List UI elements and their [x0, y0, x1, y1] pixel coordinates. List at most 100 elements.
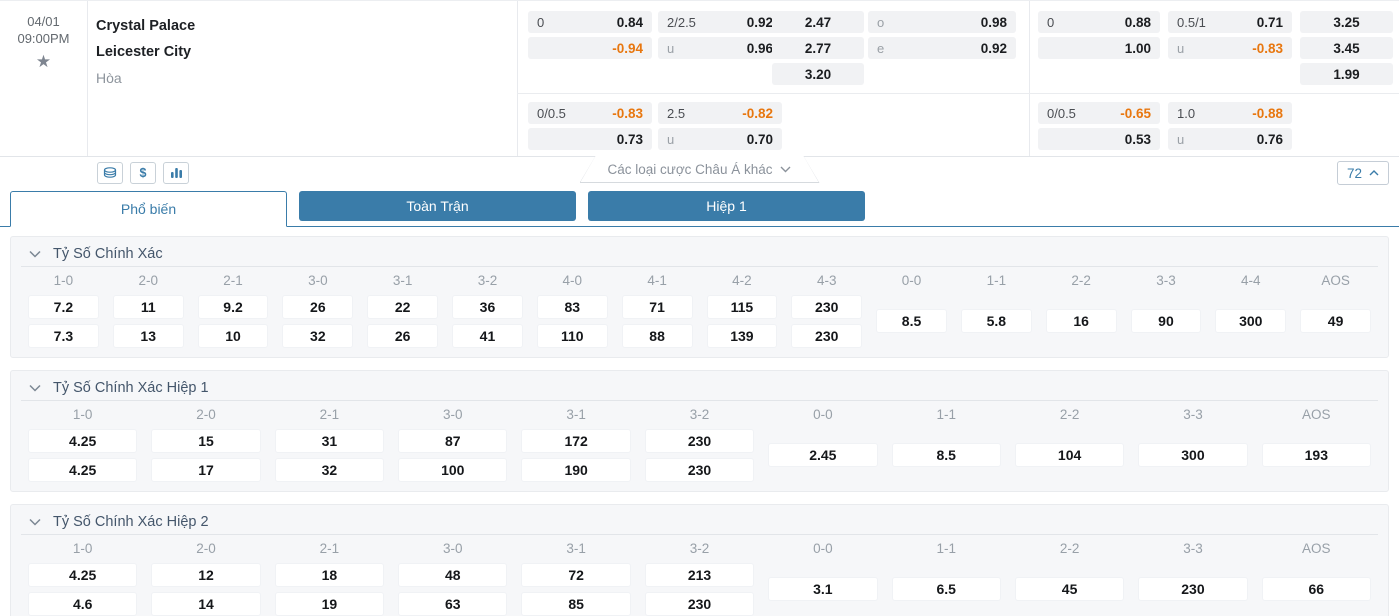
section-header[interactable]: Tỷ Số Chính Xác Hiệp 2 — [21, 509, 1378, 535]
home-odds-cell[interactable]: 26 — [282, 294, 354, 319]
home-odds-cell[interactable]: 48 — [398, 562, 508, 587]
asian-markets-dropdown[interactable]: Các loại cược Châu Á khác — [580, 156, 820, 183]
draw-odds-cell[interactable]: 5.8 — [960, 309, 1032, 333]
home-odds-cell[interactable]: 213 — [644, 562, 755, 587]
away-odds-cell[interactable]: 32 — [274, 457, 385, 482]
draw-odds-cell[interactable]: 300 — [1215, 309, 1287, 333]
away-odds-cell[interactable]: 230 — [791, 323, 863, 348]
away-odds-cell[interactable]: 100 — [398, 457, 508, 482]
away-odds-cell[interactable]: 110 — [536, 323, 608, 348]
home-odds-cell[interactable]: 230 — [644, 428, 755, 453]
ft-handicap2-away-cell[interactable]: 0.73 — [528, 128, 652, 150]
ft-1x2-away-cell[interactable]: 2.77 — [772, 37, 864, 59]
home-odds-cell[interactable]: 18 — [274, 562, 385, 587]
home-odds-cell[interactable]: 115 — [706, 294, 778, 319]
home-odds-cell[interactable]: 11 — [112, 294, 184, 319]
ft-handicap2-home-cell[interactable]: 0/0.5 -0.83 — [528, 102, 652, 124]
ft-odd-cell[interactable]: o 0.98 — [868, 11, 1016, 33]
home-odds-cell[interactable]: 12 — [151, 562, 261, 587]
ft-under-cell[interactable]: u 0.96 — [658, 37, 782, 59]
home-odds-cell[interactable]: 71 — [621, 294, 693, 319]
section-header[interactable]: Tỷ Số Chính Xác Hiệp 1 — [21, 375, 1378, 401]
away-odds-cell[interactable]: 7.3 — [28, 323, 99, 348]
ft-over2-cell[interactable]: 2.5 -0.82 — [658, 102, 782, 124]
home-odds-cell[interactable]: 15 — [151, 428, 261, 453]
dollar-icon[interactable]: $ — [130, 162, 156, 184]
tab-first-half[interactable]: Hiệp 1 — [588, 191, 865, 221]
away-odds-cell[interactable]: 19 — [274, 591, 385, 616]
draw-odds-cell[interactable]: 45 — [1014, 577, 1125, 601]
home-odds-cell[interactable]: 72 — [521, 562, 631, 587]
ft-1x2-draw-cell[interactable]: 3.20 — [772, 63, 864, 85]
home-odds-cell[interactable]: 83 — [536, 294, 608, 319]
away-odds-cell[interactable]: 63 — [398, 591, 508, 616]
draw-odds-cell[interactable]: 49 — [1300, 309, 1371, 333]
draw-odds-cell[interactable]: 2.45 — [768, 443, 878, 467]
home-odds-cell[interactable]: 31 — [274, 428, 385, 453]
home-odds-cell[interactable]: 230 — [791, 294, 863, 319]
away-odds-cell[interactable]: 190 — [521, 457, 631, 482]
fh-1x2-draw-cell[interactable]: 1.99 — [1300, 63, 1393, 85]
ft-1x2-home-cell[interactable]: 2.47 — [772, 11, 864, 33]
fh-handicap2-home-cell[interactable]: 0/0.5 -0.65 — [1038, 102, 1160, 124]
home-odds-cell[interactable]: 9.2 — [197, 294, 269, 319]
fh-handicap-home-cell[interactable]: 0 0.88 — [1038, 11, 1160, 33]
away-odds-cell[interactable]: 26 — [367, 323, 439, 348]
away-odds-cell[interactable]: 17 — [151, 457, 261, 482]
home-odds-cell[interactable]: 22 — [367, 294, 439, 319]
home-odds-cell[interactable]: 172 — [521, 428, 631, 453]
draw-odds-cell[interactable]: 8.5 — [876, 309, 947, 333]
coins-stack-icon[interactable] — [97, 162, 123, 184]
draw-odds-cell[interactable]: 104 — [1014, 443, 1125, 467]
draw-odds-cell[interactable]: 193 — [1261, 443, 1371, 467]
home-odds-cell[interactable]: 7.2 — [28, 294, 99, 319]
fh-handicap-away-cell[interactable]: 1.00 — [1038, 37, 1160, 59]
draw-odds-wrap: 8.5 — [885, 426, 1008, 484]
ft-even-cell[interactable]: e 0.92 — [868, 37, 1016, 59]
away-odds-cell[interactable]: 230 — [644, 457, 755, 482]
favorite-star-icon[interactable]: ★ — [35, 52, 52, 71]
home-odds-cell[interactable]: 36 — [452, 294, 523, 319]
fh-1x2-home-cell[interactable]: 3.25 — [1300, 11, 1393, 33]
fh-handicap2-away-cell[interactable]: 0.53 — [1038, 128, 1160, 150]
fh-under2-cell[interactable]: u 0.76 — [1168, 128, 1292, 150]
away-odds-cell[interactable]: 85 — [521, 591, 631, 616]
away-odds-cell[interactable]: 13 — [112, 323, 184, 348]
fh-over2-cell[interactable]: 1.0 -0.88 — [1168, 102, 1292, 124]
stats-bars-icon[interactable] — [163, 162, 189, 184]
away-odds-cell[interactable]: 14 — [151, 591, 261, 616]
home-odds-cell[interactable]: 4.25 — [28, 562, 138, 587]
home-odds-cell[interactable]: 87 — [398, 428, 508, 453]
fh-under-cell[interactable]: u -0.83 — [1168, 37, 1292, 59]
odds-value: -0.65 — [1120, 105, 1151, 121]
ft-handicap-away-cell[interactable]: -0.94 — [528, 37, 652, 59]
away-odds-cell[interactable]: 4.6 — [28, 591, 138, 616]
away-odds-cell[interactable]: 88 — [621, 323, 693, 348]
away-odds-cell[interactable]: 139 — [706, 323, 778, 348]
odds-value: 0.96 — [746, 40, 773, 56]
away-odds-cell[interactable]: 4.25 — [28, 457, 138, 482]
ft-under2-cell[interactable]: u 0.70 — [658, 128, 782, 150]
draw-odds-cell[interactable]: 16 — [1045, 309, 1117, 333]
fh-1x2-away-cell[interactable]: 3.45 — [1300, 37, 1393, 59]
away-odds-cell[interactable]: 10 — [197, 323, 269, 348]
tab-popular[interactable]: Phổ biến — [10, 191, 287, 227]
fh-over-cell[interactable]: 0.5/1 0.71 — [1168, 11, 1292, 33]
chevron-down-icon — [29, 250, 41, 258]
draw-odds-cell[interactable]: 300 — [1138, 443, 1248, 467]
draw-odds-cell[interactable]: 8.5 — [891, 443, 1001, 467]
away-odds-cell[interactable]: 230 — [644, 591, 755, 616]
tab-full-match[interactable]: Toàn Trận — [299, 191, 576, 221]
ft-handicap-home-cell[interactable]: 0 0.84 — [528, 11, 652, 33]
home-odds-cell[interactable]: 4.25 — [28, 428, 138, 453]
draw-odds-cell[interactable]: 230 — [1138, 577, 1248, 601]
section-header[interactable]: Tỷ Số Chính Xác — [21, 241, 1378, 267]
market-count-toggle[interactable]: 72 — [1337, 161, 1389, 185]
away-odds-cell[interactable]: 32 — [282, 323, 354, 348]
ft-over-cell[interactable]: 2/2.5 0.92 — [658, 11, 782, 33]
draw-odds-cell[interactable]: 3.1 — [768, 577, 878, 601]
draw-odds-cell[interactable]: 90 — [1130, 309, 1202, 333]
draw-odds-cell[interactable]: 6.5 — [891, 577, 1001, 601]
draw-odds-cell[interactable]: 66 — [1261, 577, 1371, 601]
away-odds-cell[interactable]: 41 — [452, 323, 523, 348]
